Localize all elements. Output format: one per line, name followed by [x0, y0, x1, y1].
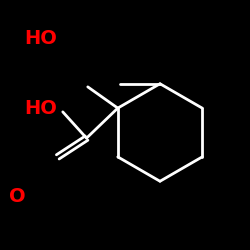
Text: HO: HO — [24, 29, 56, 48]
Text: HO: HO — [24, 99, 56, 118]
Text: O: O — [10, 187, 26, 206]
